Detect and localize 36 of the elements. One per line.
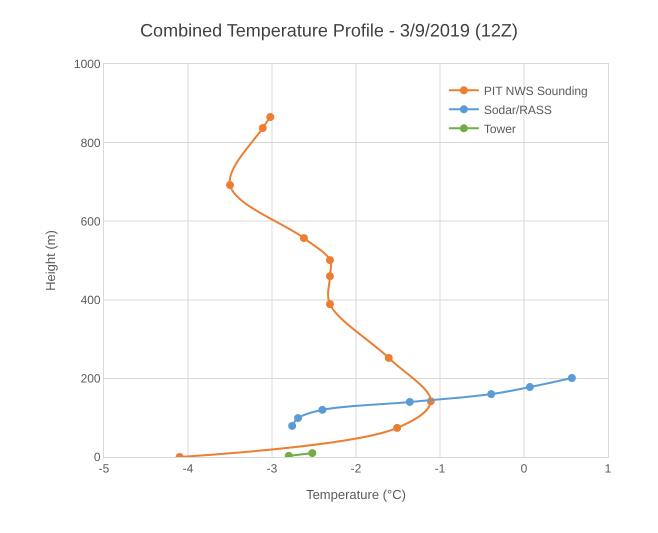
y-tick-label: 400 [80,293,101,307]
legend-label: Tower [484,122,516,136]
point [318,406,326,414]
point [226,181,234,190]
point [526,383,534,392]
point [294,414,302,422]
y-axis-title: Height (m) [42,230,58,291]
x-tick-label: -3 [266,461,278,476]
chart-title: Combined Temperature Profile - 3/9/2019 (12Z) [140,20,518,41]
point [288,422,296,430]
point [326,300,334,308]
y-tick-label: 1000 [74,57,101,72]
x-tick-label: 1 [604,461,612,476]
x-tick-label: -5 [98,461,110,476]
y-tick-label: 800 [80,136,101,150]
point [308,449,316,457]
y-tick-label: 200 [80,372,101,386]
point [326,256,334,264]
point [300,234,308,242]
point [393,424,402,432]
y-tick-label: 600 [80,214,101,228]
point [406,398,414,406]
point [326,272,334,280]
x-tick-label: -4 [182,461,194,476]
y-tick-label: 0 [94,450,101,464]
point [258,124,267,132]
x-tick-label: 0 [520,461,528,476]
x-tick-label: -2 [350,461,362,476]
point [487,390,496,398]
legend-label: PIT NWS Sounding [484,84,588,98]
x-axis-title: Temperature (°C) [306,487,406,502]
x-tick-label: -1 [434,461,446,476]
point [568,374,576,382]
legend-label: Sodar/RASS [484,102,552,117]
point [384,354,393,362]
point [266,113,274,122]
